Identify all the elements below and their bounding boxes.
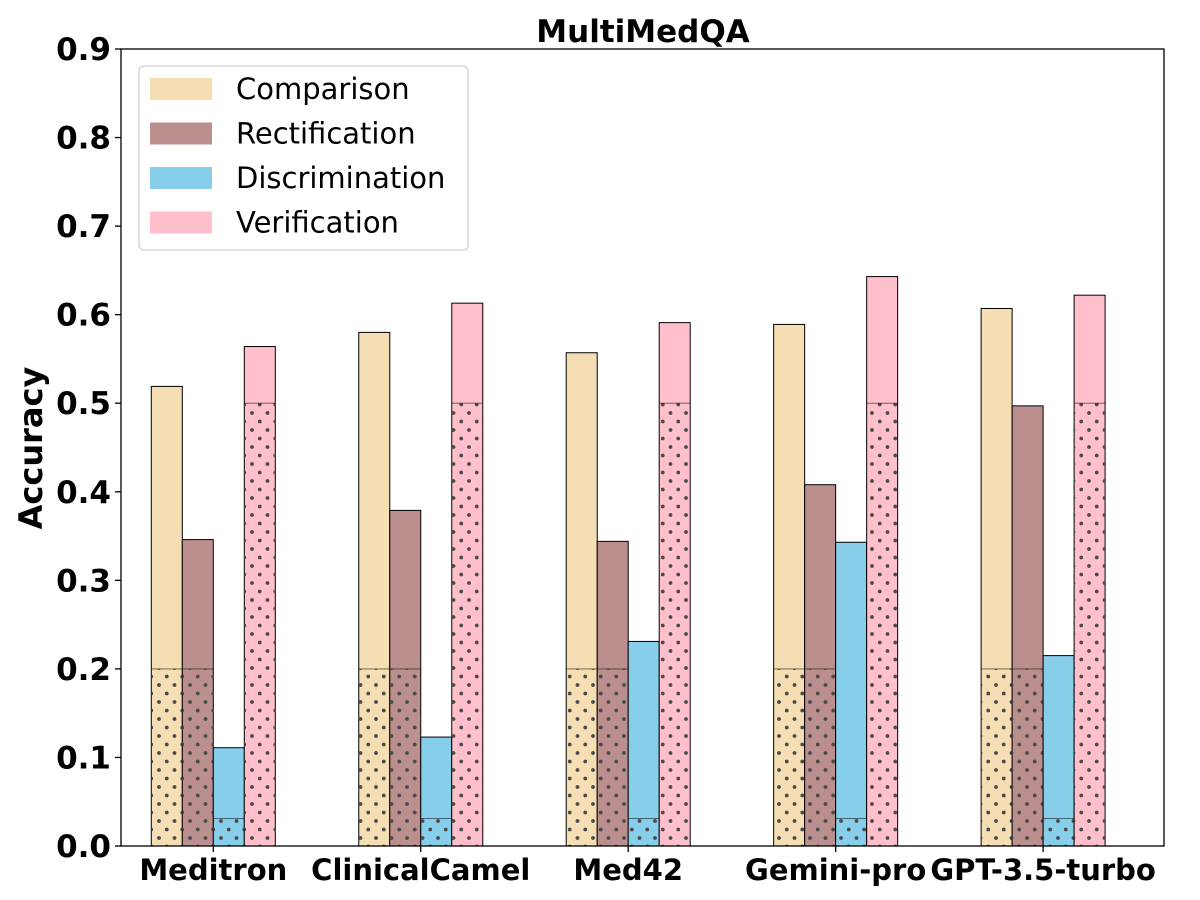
legend-swatch-discrimination bbox=[150, 167, 212, 189]
y-tick-label: 0.9 bbox=[56, 32, 111, 68]
y-tick-label: 0.5 bbox=[56, 386, 111, 422]
y-tick-label: 0.2 bbox=[56, 652, 111, 688]
bar-discrimination-3 bbox=[835, 541, 868, 847]
baseline-pattern-comparison-1 bbox=[358, 668, 390, 846]
legend-label-rectification: Rectification bbox=[236, 117, 416, 151]
y-tick-label: 0.7 bbox=[56, 209, 111, 245]
baseline-pattern-comparison-3 bbox=[773, 668, 805, 846]
legend-label-verification: Verification bbox=[236, 206, 399, 240]
legend: Comparison Rectification Discrimination Ver… bbox=[138, 65, 469, 251]
baseline-pattern-rectification-0 bbox=[182, 668, 214, 846]
baseline-pattern-comparison-0 bbox=[151, 668, 183, 846]
baseline-pattern-comparison-4 bbox=[981, 668, 1013, 846]
x-tick-label: GPT-3.5-turbo bbox=[930, 853, 1156, 887]
y-tick-label: 0.1 bbox=[56, 740, 111, 776]
legend-label-discrimination: Discrimination bbox=[236, 161, 445, 195]
baseline-pattern-discrimination-0 bbox=[213, 818, 245, 846]
baseline-pattern-verification-1 bbox=[451, 403, 483, 846]
baseline-pattern-discrimination-1 bbox=[420, 818, 452, 846]
baseline-pattern-discrimination-3 bbox=[835, 818, 867, 846]
baseline-pattern-comparison-2 bbox=[566, 668, 598, 846]
plot-frame bbox=[120, 48, 1165, 847]
legend-swatch-verification bbox=[150, 211, 212, 234]
baseline-pattern-discrimination-2 bbox=[628, 818, 660, 846]
y-tick-label: 0.6 bbox=[56, 298, 111, 334]
y-axis-ticks: 0.0 0.1 0.2 0.3 0.4 0.5 0.6 0.7 0.8 0.9 bbox=[56, 32, 121, 865]
baseline-pattern-verification-3 bbox=[866, 403, 898, 846]
y-tick-label: 0.4 bbox=[56, 475, 111, 511]
baseline-pattern-rectification-3 bbox=[804, 668, 836, 846]
bar-discrimination-4 bbox=[1042, 655, 1075, 847]
legend-items: Comparison Rectification Discrimination Ver… bbox=[150, 72, 445, 240]
baseline-pattern-rectification-4 bbox=[1012, 668, 1044, 846]
baseline-pattern-verification-0 bbox=[244, 403, 276, 846]
legend-box bbox=[138, 65, 469, 251]
x-tick-label: Meditron bbox=[139, 853, 287, 887]
bar-discrimination-2 bbox=[627, 640, 660, 847]
baseline-pattern-verification-2 bbox=[659, 403, 691, 846]
y-tick-label: 0.3 bbox=[56, 563, 111, 599]
legend-swatch-comparison bbox=[150, 78, 212, 100]
bars-layer bbox=[150, 276, 1106, 847]
x-tick-label: Gemini-pro bbox=[745, 853, 926, 887]
baseline-pattern-rectification-2 bbox=[597, 668, 629, 846]
chart-title: MultiMedQA bbox=[536, 14, 749, 50]
x-tick-label: ClinicalCamel bbox=[311, 853, 530, 887]
y-tick-label: 0.0 bbox=[56, 829, 111, 865]
baseline-pattern-verification-4 bbox=[1074, 403, 1106, 846]
baseline-pattern-rectification-1 bbox=[389, 668, 421, 846]
legend-label-comparison: Comparison bbox=[236, 72, 410, 106]
x-axis-labels: Meditron ClinicalCamel Med42 Gemini-pro GPT-… bbox=[139, 846, 1156, 887]
y-tick-label: 0.8 bbox=[56, 121, 111, 157]
y-axis-title: Accuracy bbox=[12, 367, 50, 530]
x-tick-label: Med42 bbox=[573, 853, 683, 887]
baseline-pattern-discrimination-4 bbox=[1043, 818, 1075, 846]
legend-swatch-rectification bbox=[150, 122, 212, 145]
